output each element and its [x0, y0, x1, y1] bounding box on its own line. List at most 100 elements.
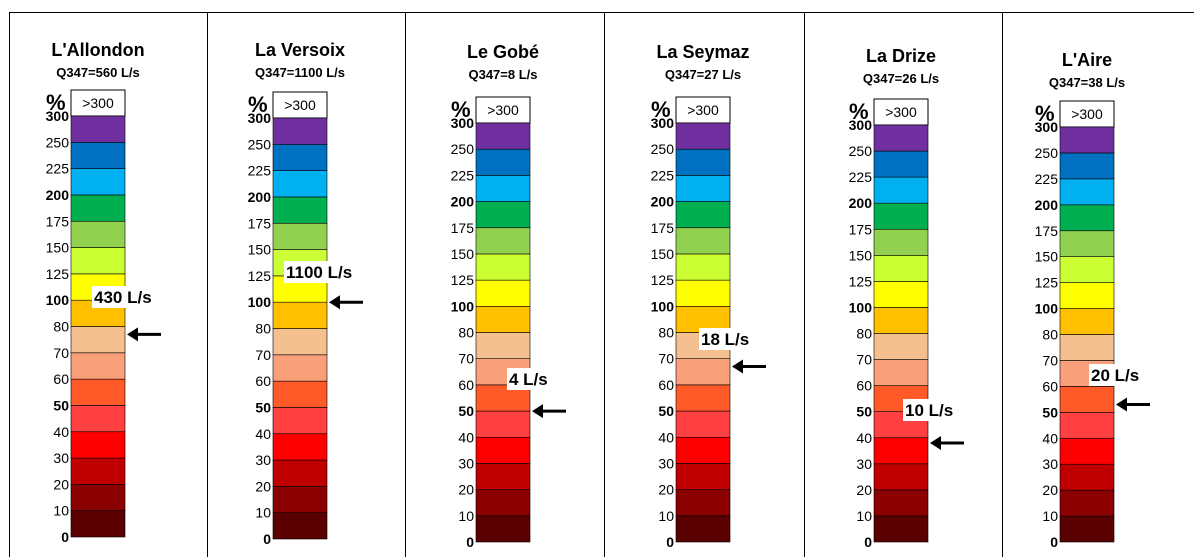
- tick-label: 0: [1050, 534, 1058, 550]
- tick-label: 70: [658, 351, 674, 367]
- tick-label: 70: [1042, 352, 1058, 368]
- tick-label: 30: [53, 450, 69, 466]
- scale-segment: [873, 281, 929, 308]
- top-box: [475, 96, 531, 124]
- scale-segment: [70, 115, 126, 143]
- tick-label: 300: [1035, 119, 1059, 135]
- top-box-label: >300: [885, 104, 917, 120]
- tick-label: 100: [248, 294, 272, 310]
- scale-segment: [1059, 386, 1115, 413]
- left-arrow-icon: [532, 404, 543, 419]
- tick-label: 70: [255, 347, 271, 363]
- scale-segment: [272, 512, 328, 540]
- tick-label: 60: [458, 377, 474, 393]
- value-label-bg: [284, 261, 362, 283]
- scale-segment: [70, 457, 126, 485]
- tick-label: 225: [248, 163, 272, 179]
- scale-segment: [475, 253, 531, 281]
- tick-label: 0: [666, 534, 674, 550]
- gauge-subtitle: Q347=560 L/s: [56, 65, 139, 80]
- tick-label: 10: [255, 505, 271, 521]
- scale-segment: [272, 222, 328, 250]
- tick-label: 250: [651, 141, 675, 157]
- scale-segment: [475, 436, 531, 464]
- tick-label: 175: [651, 220, 675, 236]
- gauge-title: L'Aire: [1062, 50, 1112, 70]
- tick-label: 300: [849, 117, 873, 133]
- scale-segment: [1059, 334, 1115, 361]
- tick-label: 40: [255, 426, 271, 442]
- scale-segment: [873, 176, 929, 204]
- tick-label: 50: [1042, 404, 1058, 420]
- scale-segment: [1059, 463, 1115, 491]
- unit-label: %: [451, 97, 471, 122]
- gauge-title: L'Allondon: [51, 40, 144, 60]
- scale-segment: [272, 380, 328, 408]
- gauge-subtitle: Q347=1100 L/s: [255, 65, 345, 80]
- scale-segment: [675, 201, 731, 229]
- tick-label: 125: [1035, 275, 1059, 291]
- scale-segment: [873, 359, 929, 386]
- scale-segment: [873, 489, 929, 517]
- tick-label: 50: [658, 403, 674, 419]
- tick-label: 50: [53, 397, 69, 413]
- gauge-title: La Versoix: [255, 40, 345, 60]
- tick-label: 200: [46, 187, 70, 203]
- tick-label: 30: [856, 456, 872, 472]
- top-box: [873, 98, 929, 126]
- tick-label: 10: [658, 508, 674, 524]
- tick-label: 40: [658, 429, 674, 445]
- tick-label: 200: [248, 189, 272, 205]
- tick-label: 125: [849, 273, 873, 289]
- unit-label: %: [46, 90, 66, 115]
- tick-label: 20: [53, 476, 69, 492]
- scale-segment: [272, 196, 328, 224]
- tick-label: 300: [248, 110, 272, 126]
- top-box-label: >300: [82, 95, 114, 111]
- scale-segment: [873, 333, 929, 360]
- tick-label: 80: [458, 325, 474, 341]
- scale-segment: [1059, 126, 1115, 154]
- scale-segment: [873, 255, 929, 282]
- gauge-2: La Versoix Q347=1100 L/s% >300 0 10 20 30 40 50 6…: [248, 40, 363, 547]
- scale-segment: [475, 463, 531, 490]
- scale-segment: [1059, 152, 1115, 180]
- gauge-subtitle: Q347=26 L/s: [863, 71, 939, 86]
- tick-label: 20: [1042, 482, 1058, 498]
- scale-segment: [873, 307, 929, 334]
- tick-label: 10: [1042, 508, 1058, 524]
- gauge-title: La Seymaz: [656, 42, 749, 62]
- tick-label: 100: [1035, 301, 1059, 317]
- tick-label: 70: [53, 345, 69, 361]
- scale-segment: [675, 122, 731, 150]
- tick-label: 125: [451, 272, 475, 288]
- tick-label: 20: [856, 482, 872, 498]
- unit-label: %: [1035, 101, 1055, 126]
- top-box-label: >300: [1071, 106, 1103, 122]
- tick-label: 60: [53, 371, 69, 387]
- scale-segment: [1059, 412, 1115, 439]
- gauge-5: La Drize Q347=26 L/s% >300 0 10 20 30 40 50 60 70 8…: [849, 46, 964, 550]
- value-label-bg: [1089, 364, 1145, 386]
- tick-label: 80: [856, 326, 872, 342]
- tick-label: 200: [1035, 197, 1059, 213]
- tick-label: 0: [61, 529, 69, 545]
- scale-segment: [1059, 204, 1115, 232]
- scale-segment: [70, 378, 126, 406]
- scale-segment: [675, 436, 731, 464]
- left-arrow-icon: [1116, 397, 1127, 412]
- top-box-label: >300: [687, 102, 719, 118]
- tick-label: 50: [856, 404, 872, 420]
- scale-segment: [475, 201, 531, 229]
- tick-label: 80: [658, 325, 674, 341]
- left-arrow-icon: [329, 295, 340, 310]
- value-label: 18 L/s: [701, 330, 749, 349]
- value-label-bg: [92, 286, 156, 308]
- tick-label: 300: [451, 115, 475, 131]
- scale-segment: [873, 437, 929, 465]
- tick-label: 100: [849, 299, 873, 315]
- scale-segment: [70, 510, 126, 538]
- tick-label: 10: [458, 508, 474, 524]
- value-label-bg: [699, 328, 755, 350]
